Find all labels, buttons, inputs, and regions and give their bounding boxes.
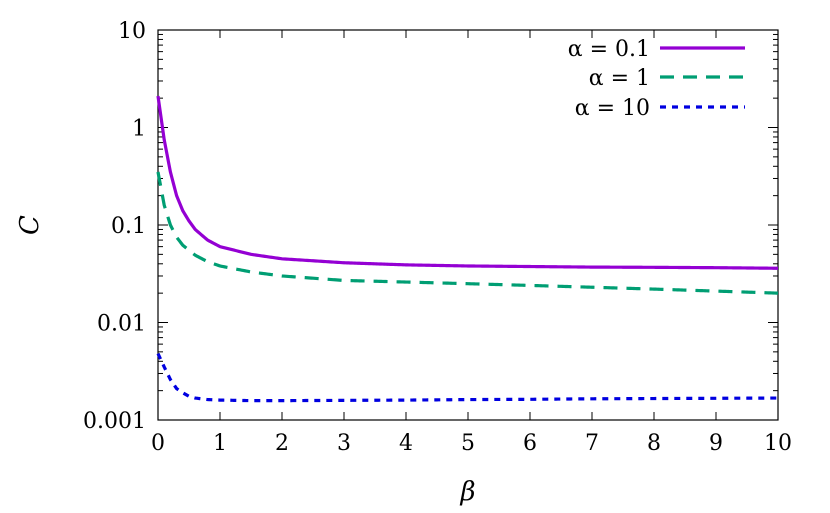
y-tick-label: 1 [132, 117, 146, 142]
legend-label-2: α = 10 [575, 96, 650, 121]
x-tick-label: 3 [337, 431, 351, 456]
legend-label-1: α = 1 [589, 66, 650, 91]
series-group [156, 95, 779, 403]
series-line-1 [156, 171, 779, 295]
x-axis-label: β [459, 477, 475, 507]
legend: α = 0.1 α = 1 α = 10 [568, 37, 745, 121]
x-tick-label: 5 [461, 431, 475, 456]
y-tick-label: 0.1 [111, 214, 146, 239]
x-tick-label: 10 [764, 431, 792, 456]
ticks-group: 0 1 2 3 4 5 6 7 8 9 10 0.001 0.01 0.1 1 10 [83, 19, 792, 456]
x-tick-label: 6 [523, 431, 537, 456]
y-tick-label: 0.01 [97, 312, 146, 337]
x-tick-label: 9 [709, 431, 723, 456]
series-line-0 [156, 95, 779, 270]
x-tick-label: 0 [151, 431, 165, 456]
y-tick-label: 10 [118, 19, 146, 44]
x-tick-label: 4 [399, 431, 413, 456]
x-tick-label: 7 [585, 431, 599, 456]
x-tick-label: 1 [213, 431, 227, 456]
y-tick-label: 0.001 [83, 409, 146, 434]
series-line-2 [156, 352, 779, 403]
x-tick-label: 2 [275, 431, 289, 456]
x-tick-label: 8 [647, 431, 661, 456]
legend-label-0: α = 0.1 [568, 37, 650, 62]
plot-frame [157, 29, 779, 421]
y-axis-label: C [15, 215, 45, 235]
plot-frame-group [157, 29, 779, 421]
